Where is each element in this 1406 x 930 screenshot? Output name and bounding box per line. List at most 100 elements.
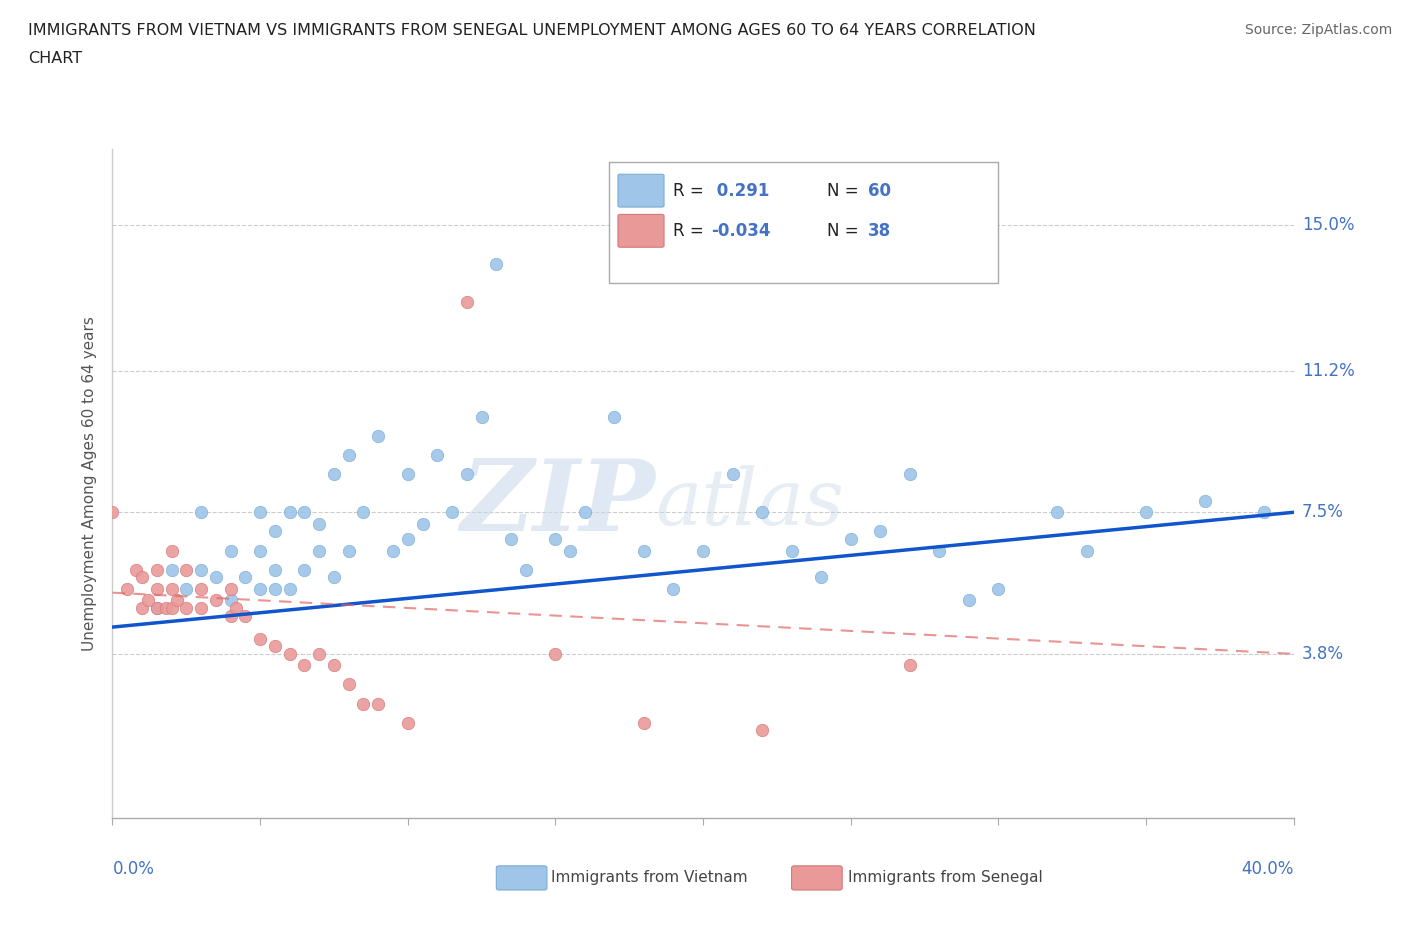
Point: [264, 524, 287, 538]
Point: [337, 677, 360, 692]
Point: [396, 532, 419, 547]
Point: [308, 516, 330, 531]
Point: [264, 581, 287, 596]
Text: Immigrants from Vietnam: Immigrants from Vietnam: [551, 870, 748, 885]
Point: [125, 563, 148, 578]
Text: 15.0%: 15.0%: [1302, 217, 1354, 234]
Point: [249, 581, 271, 596]
Text: R =: R =: [673, 182, 710, 200]
Point: [898, 467, 921, 482]
Point: [411, 516, 433, 531]
Point: [249, 631, 271, 646]
Point: [692, 543, 714, 558]
Point: [323, 467, 346, 482]
Point: [751, 723, 773, 737]
Point: [869, 524, 891, 538]
Text: CHART: CHART: [28, 51, 82, 66]
Point: [721, 467, 744, 482]
Text: 0.0%: 0.0%: [112, 860, 155, 878]
Point: [278, 505, 301, 520]
Point: [249, 543, 271, 558]
Text: -0.034: -0.034: [711, 222, 770, 240]
Point: [957, 592, 980, 607]
Point: [117, 581, 138, 596]
Text: 0.291: 0.291: [711, 182, 769, 200]
Text: Immigrants from Senegal: Immigrants from Senegal: [848, 870, 1043, 885]
Point: [146, 581, 169, 596]
Point: [382, 543, 405, 558]
Point: [544, 646, 567, 661]
Point: [219, 581, 242, 596]
Point: [470, 409, 494, 424]
Y-axis label: Unemployment Among Ages 60 to 64 years: Unemployment Among Ages 60 to 64 years: [82, 316, 97, 651]
Point: [219, 592, 242, 607]
Point: [278, 581, 301, 596]
Text: R =: R =: [673, 222, 710, 240]
Point: [190, 601, 212, 616]
Point: [219, 543, 242, 558]
Point: [323, 658, 346, 672]
Text: IMMIGRANTS FROM VIETNAM VS IMMIGRANTS FROM SENEGAL UNEMPLOYMENT AMONG AGES 60 TO: IMMIGRANTS FROM VIETNAM VS IMMIGRANTS FR…: [28, 23, 1036, 38]
Text: 38: 38: [869, 222, 891, 240]
Point: [987, 581, 1010, 596]
Point: [101, 505, 124, 520]
Point: [278, 646, 301, 661]
Point: [396, 715, 419, 730]
Point: [174, 601, 197, 616]
Point: [544, 532, 567, 547]
Point: [780, 543, 803, 558]
Text: 7.5%: 7.5%: [1302, 503, 1344, 522]
Point: [367, 429, 389, 444]
Point: [1253, 505, 1275, 520]
Point: [174, 563, 197, 578]
Point: [292, 658, 315, 672]
Point: [233, 570, 256, 585]
Text: 60: 60: [869, 182, 891, 200]
Point: [1135, 505, 1157, 520]
Point: [190, 581, 212, 596]
Point: [264, 639, 287, 654]
Point: [456, 467, 478, 482]
Point: [174, 581, 197, 596]
Point: [160, 563, 183, 578]
Text: Source: ZipAtlas.com: Source: ZipAtlas.com: [1244, 23, 1392, 37]
Point: [233, 608, 256, 623]
Point: [839, 532, 862, 547]
Point: [574, 505, 596, 520]
Point: [308, 646, 330, 661]
Text: 40.0%: 40.0%: [1241, 860, 1294, 878]
Point: [225, 601, 247, 616]
Point: [205, 570, 228, 585]
Point: [249, 505, 271, 520]
Point: [190, 505, 212, 520]
Text: N =: N =: [827, 182, 863, 200]
Point: [1076, 543, 1098, 558]
Point: [131, 570, 153, 585]
Point: [558, 543, 582, 558]
Point: [292, 505, 315, 520]
Point: [166, 592, 188, 607]
Text: ZIP: ZIP: [461, 456, 655, 551]
Point: [160, 543, 183, 558]
Point: [292, 563, 315, 578]
Text: atlas: atlas: [655, 466, 845, 542]
Text: 11.2%: 11.2%: [1302, 362, 1354, 379]
Point: [352, 505, 374, 520]
Point: [751, 505, 773, 520]
Point: [146, 601, 169, 616]
Point: [456, 295, 478, 310]
Point: [190, 563, 212, 578]
Point: [160, 581, 183, 596]
Point: [308, 543, 330, 558]
Point: [160, 601, 183, 616]
Point: [515, 563, 537, 578]
FancyBboxPatch shape: [619, 215, 664, 247]
FancyBboxPatch shape: [619, 174, 664, 207]
Point: [205, 592, 228, 607]
Point: [367, 697, 389, 711]
Point: [136, 592, 159, 607]
Point: [662, 581, 685, 596]
Point: [146, 601, 169, 616]
Point: [146, 563, 169, 578]
Point: [396, 467, 419, 482]
